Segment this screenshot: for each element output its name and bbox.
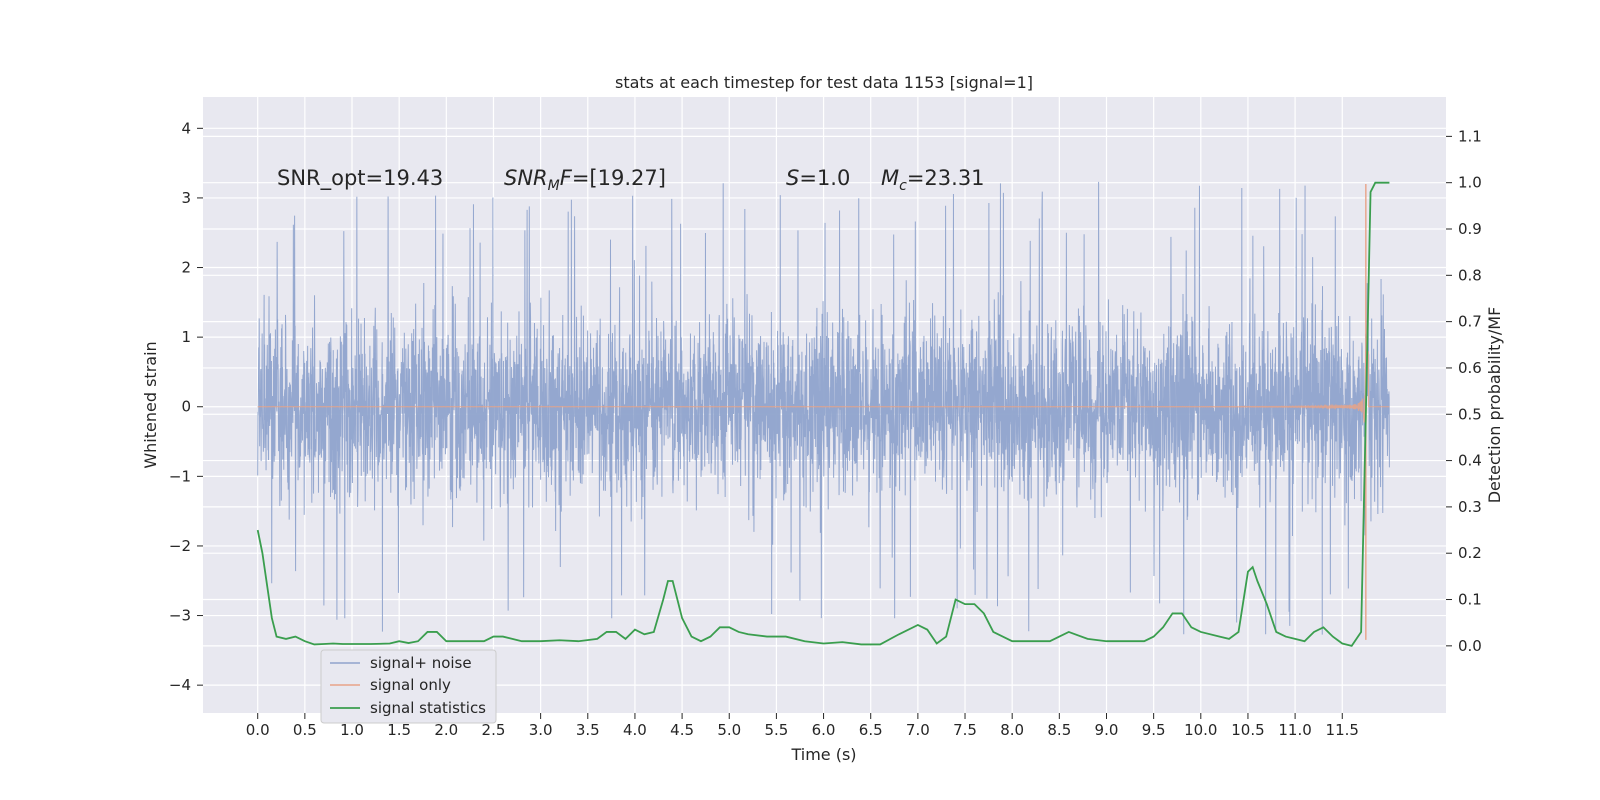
y-tick-label: −4 [169,676,191,694]
snr-mf-sub: M [548,178,560,194]
y2-axis-label: Detection probability/MF [1485,307,1504,504]
x-tick-label: 4.5 [670,721,694,739]
tick-labels: 0.0 0.5 1.0 1.5 2.0 2.5 3.0 3.5 4.0 4.5 5.0 5.5 6.0 6… [169,119,1482,739]
legend-label-signal-statistics: signal statistics [370,699,486,717]
snr-mf-rest-f: F [560,166,573,190]
y-tick-label: 4 [181,119,191,137]
x-tick-label: 3.0 [529,721,553,739]
y-tick-label: 3 [181,189,191,207]
y2-tick-label: 0.1 [1458,591,1482,609]
y-tick-label: 2 [181,259,191,277]
y-tick-label: −3 [169,607,191,625]
y2-tick-label: 0.2 [1458,544,1482,562]
s-label: S [786,166,799,190]
legend-label-signal-noise: signal+ noise [370,654,472,672]
s-annotation: S=1.0 [786,166,850,190]
x-tick-label: 1.5 [387,721,411,739]
x-tick-label: 0.5 [293,721,317,739]
x-tick-label: 9.0 [1095,721,1119,739]
x-tick-label: 2.0 [434,721,458,739]
y2-tick-label: 0.3 [1458,498,1482,516]
y2-tick-label: 0.0 [1458,637,1482,655]
legend-box [320,649,497,724]
x-tick-label: 6.0 [812,721,836,739]
y-tick-label: 1 [181,328,191,346]
snr-opt-annotation: SNR_opt=19.43 [277,166,443,191]
mc-base: M [881,166,899,190]
x-tick-label: 10.5 [1231,721,1264,739]
legend-label-signal-only: signal only [370,676,451,694]
x-tick-label: 1.0 [340,721,364,739]
y-tick-label: −1 [169,467,191,485]
s-value: =1.0 [799,166,850,190]
plot-data [256,181,1390,647]
snr-mf-rest-value: =[19.27] [572,166,666,190]
legend: signal+ noise signal only signal statist… [320,649,497,724]
x-tick-label: 4.0 [623,721,647,739]
series-signal-noise [257,181,1390,635]
y2-tick-label: 0.5 [1458,405,1482,423]
x-tick-label: 5.0 [717,721,741,739]
x-tick-label: 11.0 [1278,721,1311,739]
x-tick-label: 2.5 [482,721,506,739]
mc-value: =23.31 [907,166,985,190]
y2-tick-label: 0.6 [1458,359,1482,377]
x-tick-label: 8.5 [1047,721,1071,739]
y2-tick-label: 1.1 [1458,127,1482,145]
x-tick-label: 7.5 [953,721,977,739]
x-tick-label: 7.0 [906,721,930,739]
y2-tick-label: 0.8 [1458,266,1482,284]
x-tick-label: 10.0 [1184,721,1217,739]
x-tick-label: 0.0 [246,721,270,739]
mc-annotation: Mc=23.31 [881,166,985,194]
snr-mf-annotation: SNRMF=[19.27] [504,166,666,194]
y2-tick-label: 0.7 [1458,313,1482,331]
y2-tick-label: 1.0 [1458,174,1482,192]
series-signal-statistics [256,181,1390,647]
x-axis-label: Time (s) [790,745,856,764]
x-tick-label: 11.5 [1326,721,1359,739]
x-tick-label: 9.5 [1142,721,1166,739]
x-tick-label: 6.5 [859,721,883,739]
y-tick-label: 0 [181,398,191,416]
series-signal-only [257,351,1390,424]
mc-sub: c [899,178,907,194]
y-axis-label: Whitened strain [141,341,160,468]
snr-mf-base: SNR [504,166,548,190]
chart-title: stats at each timestep for test data 115… [615,73,1033,92]
y2-tick-label: 0.4 [1458,452,1482,470]
x-tick-label: 3.5 [576,721,600,739]
x-tick-label: 8.0 [1000,721,1024,739]
x-tick-label: 5.5 [764,721,788,739]
y2-tick-label: 0.9 [1458,220,1482,238]
y-tick-label: −2 [169,537,191,555]
